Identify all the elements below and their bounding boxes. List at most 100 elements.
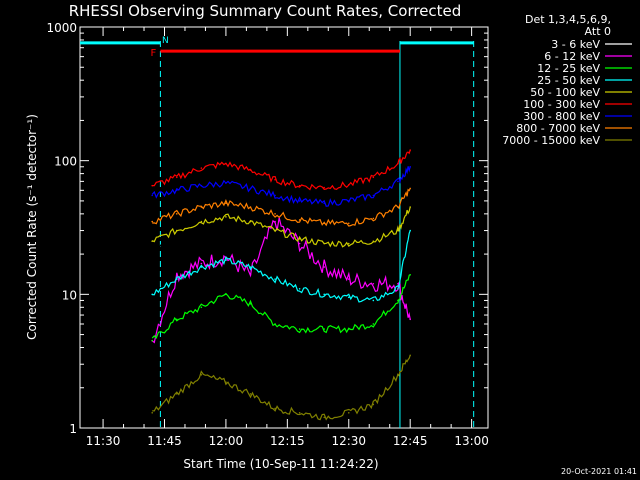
series-12-25-keV <box>151 274 411 342</box>
legend-label: 100 - 300 keV <box>523 98 600 111</box>
data-point <box>175 235 178 238</box>
data-point <box>372 323 375 325</box>
data-point <box>151 240 154 242</box>
data-point <box>323 293 325 296</box>
series-50-100-keV <box>151 206 411 248</box>
data-point <box>175 274 178 276</box>
legend-header: Att 0 <box>585 25 611 38</box>
legend-label: 50 - 100 keV <box>530 86 600 99</box>
y-axis: 1 10 100 1000 <box>46 21 488 436</box>
data-point <box>151 339 154 342</box>
data-point <box>249 187 252 190</box>
series-6-12-keV <box>151 217 411 344</box>
series-line <box>152 230 411 303</box>
data-point <box>200 206 203 208</box>
data-point <box>249 302 252 305</box>
data-point <box>249 220 252 223</box>
data-point <box>397 299 399 302</box>
x-tick-label: 12:45 <box>393 434 428 448</box>
data-point <box>274 323 276 325</box>
data-point <box>200 167 203 169</box>
x-tick-label: 12:30 <box>331 434 366 448</box>
data-point <box>151 293 154 296</box>
y-tick-label: 100 <box>54 155 77 169</box>
data-point <box>175 189 178 192</box>
data-point <box>409 274 411 276</box>
data-point <box>397 282 399 285</box>
series-line <box>152 188 411 227</box>
data-point <box>225 202 227 205</box>
data-point <box>274 194 276 197</box>
annotations: FN <box>151 36 400 59</box>
data-point <box>200 262 203 265</box>
legend-label: 3 - 6 keV <box>551 38 600 51</box>
data-point <box>347 253 350 255</box>
data-point <box>298 288 301 290</box>
data-point <box>409 318 411 321</box>
data-point <box>175 318 178 321</box>
data-point <box>225 381 227 384</box>
data-point <box>274 178 276 181</box>
data-point <box>225 162 227 165</box>
series-300-800-keV <box>151 165 411 207</box>
data-point <box>397 180 399 183</box>
data-point <box>225 216 227 218</box>
series-line <box>151 166 411 207</box>
data-point <box>372 282 375 285</box>
data-point <box>298 411 301 414</box>
data-point <box>274 278 276 280</box>
night-markers <box>80 41 475 428</box>
data-point <box>151 184 154 187</box>
x-axis-label: Start Time (10-Sep-11 11:24:22) <box>183 457 378 471</box>
data-point <box>397 266 399 268</box>
data-point <box>298 184 301 187</box>
night-label: N <box>162 36 169 46</box>
data-point <box>225 233 227 236</box>
data-point <box>151 220 154 223</box>
data-point <box>200 184 203 187</box>
data-point <box>249 169 252 171</box>
chart-title: RHESSI Observing Summary Count Rates, Co… <box>69 2 462 20</box>
y-tick-label: 1 <box>69 422 77 436</box>
data-point <box>347 296 350 299</box>
data-point <box>298 219 301 221</box>
data-point <box>175 393 178 395</box>
data-point <box>372 262 375 265</box>
data-point <box>200 306 203 309</box>
series-800-7000-keV <box>151 187 411 227</box>
data-point <box>347 328 350 330</box>
flare-label: F <box>151 48 157 59</box>
legend-label: 7000 - 15000 keV <box>502 134 600 147</box>
legend-label: 6 - 12 keV <box>544 50 600 63</box>
legend-header: Det 1,3,4,5,6,9, <box>525 13 611 26</box>
footer-timestamp: 20-Oct-2021 01:41 <box>561 467 637 476</box>
data-point <box>323 416 325 419</box>
data-point <box>397 229 399 232</box>
series-25-50-keV <box>151 229 411 303</box>
data-point <box>298 242 301 245</box>
y-axis-label: Corrected Count Rate (s⁻¹ detector⁻¹) <box>25 114 39 340</box>
data-point <box>151 247 154 250</box>
legend-label: 300 - 800 keV <box>523 110 600 123</box>
data-point <box>397 288 399 290</box>
data-point <box>372 194 375 197</box>
legend-label: 25 - 50 keV <box>537 74 600 87</box>
x-tick-label: 12:00 <box>209 434 244 448</box>
x-tick-label: 13:00 <box>454 434 489 448</box>
data-point <box>347 200 350 202</box>
data-point <box>347 278 350 280</box>
series-3-6-keV <box>151 210 399 275</box>
data-point <box>175 229 178 232</box>
data-point <box>323 186 325 189</box>
data-point <box>175 278 178 280</box>
plot-border <box>79 26 489 429</box>
data-point <box>323 328 325 330</box>
data-point <box>409 149 411 151</box>
data-point <box>249 266 252 268</box>
data-point <box>397 206 399 208</box>
data-point <box>298 226 301 228</box>
data-point <box>298 200 301 202</box>
data-point <box>249 274 252 276</box>
